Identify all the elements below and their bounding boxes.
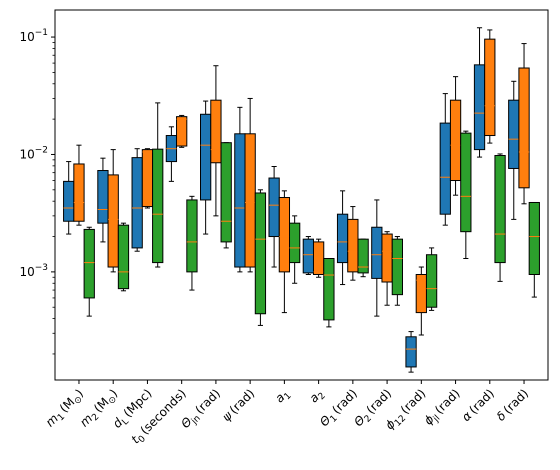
box-body [336, 213, 349, 264]
box-body [312, 241, 325, 275]
box-s2-c11 [460, 130, 472, 260]
box-s0-c0 [63, 161, 75, 235]
box-body [63, 180, 75, 222]
box-s1-c8 [347, 206, 359, 281]
box-s0-c8 [336, 190, 349, 286]
x-category-label: ψ (rad) [219, 386, 257, 424]
box-body [508, 99, 520, 169]
box-s0-c11 [439, 93, 451, 226]
box-s1-c5 [244, 97, 256, 273]
box-body [97, 170, 109, 224]
box-body [347, 218, 359, 273]
box-body [176, 116, 188, 147]
x-category-label: m1 (M⊙) [43, 386, 88, 431]
box-s1-c6 [278, 190, 291, 314]
box-s2-c13 [528, 201, 540, 298]
box-body [484, 38, 496, 137]
box-s1-c13 [518, 43, 530, 205]
box-body [186, 199, 198, 273]
box-s2-c2 [152, 102, 164, 268]
box-body [302, 238, 314, 274]
x-category-label: ϕjl (rad) [421, 386, 465, 430]
y-tick-label: 10−1 [19, 28, 48, 44]
box-s1-c4 [210, 65, 222, 217]
box-body [141, 149, 154, 208]
box-s2-c3 [186, 195, 198, 291]
box-body [83, 228, 95, 299]
box-s2-c12 [494, 153, 506, 282]
box-body [289, 222, 301, 264]
box-s0-c4 [200, 100, 212, 235]
box-s1-c11 [449, 76, 462, 196]
box-s2-c4 [220, 142, 232, 249]
box-s1-c10 [415, 266, 427, 336]
box-body [268, 177, 280, 238]
box-s0-c1 [97, 157, 109, 243]
box-s1-c2 [141, 148, 154, 209]
box-body [234, 133, 246, 268]
box-body [117, 224, 130, 290]
box-body [73, 163, 85, 222]
box-body [244, 133, 256, 268]
y-tick-label: 10−2 [19, 145, 48, 161]
x-category-label: a1 [272, 386, 293, 407]
box-s1-c0 [73, 144, 85, 226]
box-body [473, 64, 486, 151]
box-body [107, 174, 119, 268]
box-s0-c2 [131, 148, 143, 252]
x-category-label: δ (rad) [494, 386, 531, 423]
box-body [200, 113, 212, 201]
box-s2-c10 [425, 247, 438, 311]
box-s0-c12 [473, 27, 486, 158]
box-body [381, 233, 393, 283]
box-body [449, 99, 462, 182]
box-s0-c3 [165, 126, 178, 182]
box-body [323, 258, 335, 321]
box-body [460, 132, 472, 233]
box-body [254, 192, 267, 315]
box-body [518, 67, 530, 189]
box-s2-c0 [83, 226, 95, 317]
box-s2-c8 [357, 238, 369, 278]
box-s2-c5 [254, 189, 267, 326]
box-body [425, 254, 438, 308]
box-body [494, 155, 506, 264]
box-body [278, 197, 291, 273]
box-s2-c6 [289, 215, 301, 284]
box-s0-c6 [268, 165, 280, 268]
box-body [220, 142, 232, 243]
box-s0-c5 [234, 106, 246, 273]
box-s1-c9 [381, 231, 393, 306]
box-s0-c9 [371, 199, 383, 317]
box-body [131, 157, 143, 249]
box-s2-c9 [391, 236, 403, 306]
box-body [152, 148, 164, 264]
x-category-label: α (rad) [459, 386, 497, 424]
y-tick-label: 10−3 [19, 263, 48, 279]
box-s2-c7 [323, 258, 335, 328]
plot-area [63, 27, 540, 373]
box-body [405, 336, 417, 368]
box-s1-c3 [176, 114, 188, 148]
box-s0-c13 [508, 80, 520, 220]
box-body [439, 122, 451, 215]
box-s1-c1 [107, 149, 119, 273]
box-body [528, 201, 540, 275]
x-category-label: a2 [307, 386, 328, 407]
box-s0-c7 [302, 236, 314, 275]
box-body [357, 238, 369, 274]
box-body [210, 99, 222, 164]
box-s1-c12 [484, 29, 496, 144]
box-s0-c10 [405, 331, 417, 373]
box-s2-c1 [117, 222, 130, 292]
box-s1-c7 [312, 238, 325, 278]
box-body [391, 238, 403, 296]
box-body [371, 226, 383, 279]
axes-frame [54, 9, 549, 381]
